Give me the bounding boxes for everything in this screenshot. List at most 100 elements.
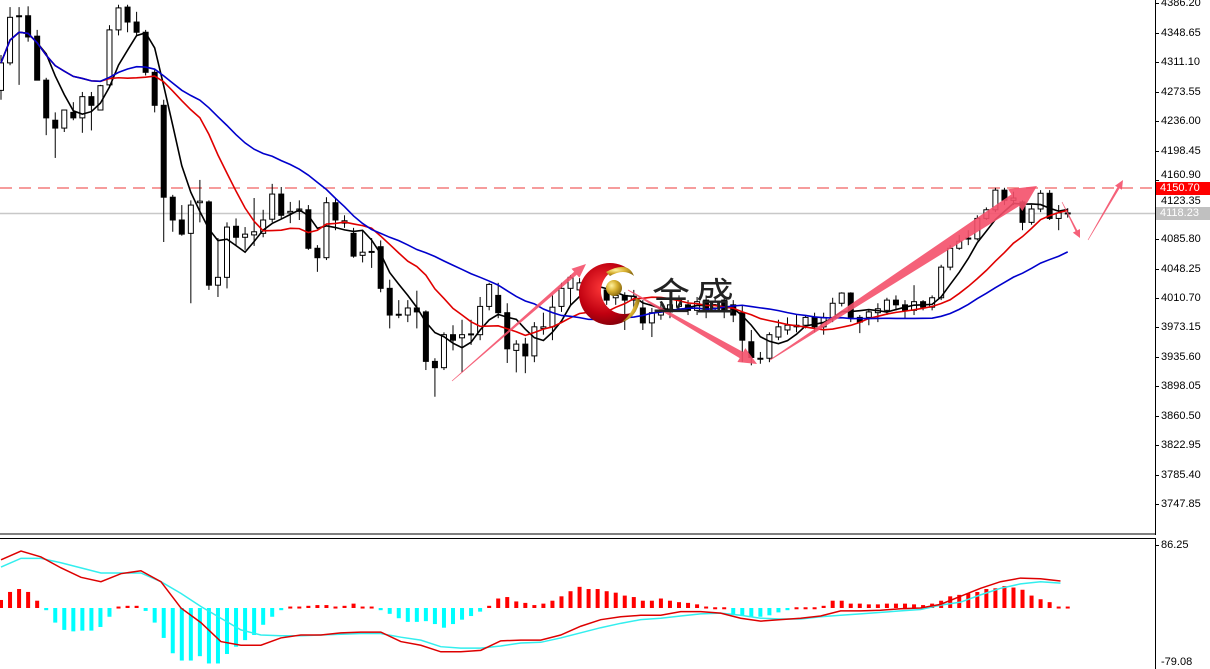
candle-body-bearish <box>88 96 95 106</box>
histogram-bar <box>441 608 446 628</box>
candle-body-bearish <box>386 287 393 316</box>
candle-body-bearish <box>350 232 357 257</box>
trend-arrow[interactable] <box>1061 201 1080 238</box>
histogram-bar <box>44 608 49 611</box>
candle-body-bullish <box>187 204 194 234</box>
histogram-bar <box>875 604 880 608</box>
candle-body-bearish <box>70 111 77 119</box>
histogram-bar <box>1047 602 1052 608</box>
price-tick-label: 4198.45 <box>1161 144 1201 157</box>
candle-body-bearish <box>522 343 529 357</box>
histogram-bar <box>803 607 808 610</box>
histogram-bar <box>324 605 329 608</box>
candle-body-bearish <box>205 201 212 286</box>
candle <box>287 201 294 224</box>
candle-body-bearish <box>233 225 240 238</box>
candle <box>1037 190 1044 213</box>
candle-body-bullish <box>766 334 773 359</box>
candle <box>422 310 429 371</box>
trend-arrow[interactable] <box>627 289 757 364</box>
histogram-bar <box>866 604 871 608</box>
histogram-bar <box>423 608 428 622</box>
histogram-bar <box>704 606 709 609</box>
candle <box>278 187 285 219</box>
histogram-bar <box>812 607 817 610</box>
tick-mark <box>1155 297 1159 299</box>
macd-indicator-pane[interactable] <box>0 538 1155 669</box>
candle-body-bullish <box>260 219 267 234</box>
candle-body-bearish <box>377 246 384 289</box>
candle-body-bearish <box>278 193 285 216</box>
histogram-bar <box>948 596 953 608</box>
price-tick-label: 3860.50 <box>1161 409 1201 422</box>
candle <box>359 230 366 263</box>
candle-body-bearish <box>757 357 764 360</box>
histogram-bar <box>89 608 94 631</box>
histogram-bar <box>261 608 266 625</box>
histogram-bar <box>848 603 853 608</box>
price-tick-label: 3747.85 <box>1161 498 1201 511</box>
candle-body-bearish <box>124 6 131 23</box>
histogram-bar <box>604 591 609 608</box>
histogram-bar <box>197 608 202 657</box>
candle <box>431 358 438 397</box>
candle-body-bearish <box>151 71 158 106</box>
candle-body-bullish <box>106 29 113 86</box>
candle-body-bearish <box>450 334 456 341</box>
histogram-bar <box>1065 606 1070 609</box>
logo-gold-arc-icon <box>606 266 634 276</box>
candle-body-bullish <box>477 305 484 336</box>
histogram-bar <box>496 598 501 608</box>
price-tick-label: 3973.15 <box>1161 321 1201 334</box>
candle <box>260 209 267 238</box>
trend-arrow[interactable] <box>769 186 1037 361</box>
histogram-bar <box>794 607 799 610</box>
brand-logo: 金盛 <box>579 263 734 325</box>
candle-body-bullish <box>531 326 538 357</box>
price-axis[interactable]: 4386.20 4348.65 4311.10 4273.55 4236.00 4198.… <box>1155 0 1210 669</box>
candle <box>169 194 176 232</box>
candle <box>395 300 402 319</box>
candle-body-bullish <box>97 85 104 111</box>
tick-mark <box>1155 3 1159 5</box>
histogram-bar <box>1029 595 1034 608</box>
tick-mark <box>1155 327 1159 329</box>
histogram-bar <box>631 597 636 608</box>
tick-mark <box>1155 62 1159 64</box>
histogram-bar <box>740 608 745 616</box>
price-chart[interactable]: 金盛 <box>0 0 1155 535</box>
histogram-bar <box>686 602 691 608</box>
histogram-bar <box>1020 589 1025 608</box>
candle <box>323 197 330 261</box>
candle <box>892 295 899 311</box>
candle <box>61 109 68 133</box>
candle-body-bearish <box>178 219 185 235</box>
histogram-bar <box>387 608 392 614</box>
histogram-bar <box>830 600 835 608</box>
trend-arrow[interactable] <box>1087 180 1123 241</box>
candle-body-bullish <box>404 307 411 316</box>
candle-body-bearish <box>305 209 312 249</box>
candle <box>477 296 484 341</box>
candle <box>52 112 59 158</box>
candle <box>233 218 240 246</box>
histogram-bar <box>640 600 645 608</box>
histogram-bar <box>188 608 193 661</box>
tick-mark <box>1155 474 1159 476</box>
histogram-bar <box>677 602 681 608</box>
candle-body-bullish <box>558 287 565 307</box>
histogram-bar <box>957 594 962 608</box>
candle <box>160 99 167 242</box>
candle-body-bullish <box>359 251 366 256</box>
price-tick-label: 3898.05 <box>1161 380 1201 393</box>
price-tick-label: 4311.10 <box>1161 56 1200 69</box>
histogram-bar <box>71 608 76 632</box>
histogram-bar <box>966 593 971 608</box>
candle-body-bullish <box>269 193 276 220</box>
histogram-bar <box>821 605 826 608</box>
candle-body-bearish <box>25 15 32 38</box>
candle-body-bearish <box>169 196 176 221</box>
trend-arrow[interactable] <box>451 264 586 382</box>
price-tick-label: 4386.20 <box>1161 0 1201 10</box>
price-tick-label: 4160.90 <box>1161 169 1201 182</box>
